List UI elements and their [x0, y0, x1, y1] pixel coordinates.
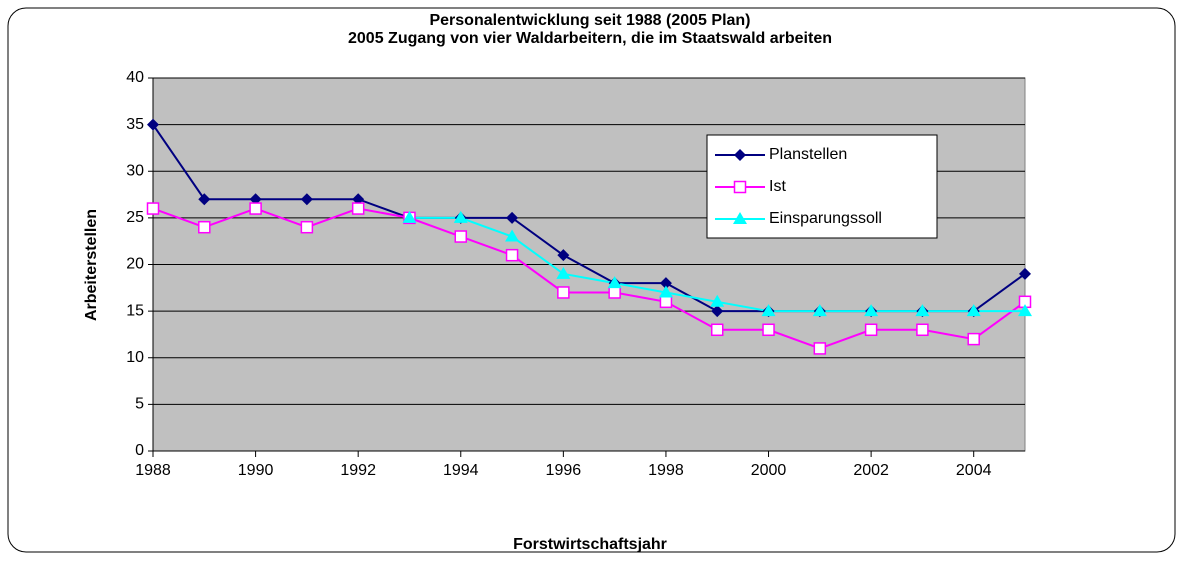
y-tick-label: 35	[126, 116, 144, 133]
x-tick-label: 2002	[853, 462, 889, 479]
legend-marker	[734, 149, 746, 161]
marker	[506, 211, 519, 224]
marker	[710, 294, 725, 307]
marker	[249, 202, 262, 215]
marker	[557, 249, 570, 262]
marker	[147, 118, 159, 131]
marker	[710, 323, 724, 337]
series-line	[152, 207, 1026, 350]
marker	[505, 229, 520, 242]
y-tick-label: 40	[126, 69, 144, 86]
marker	[454, 230, 468, 243]
marker	[352, 193, 365, 206]
marker	[505, 248, 519, 262]
legend-marker	[733, 212, 747, 224]
marker	[351, 202, 365, 215]
marker	[711, 305, 724, 318]
marker	[300, 193, 313, 206]
marker	[557, 286, 570, 299]
marker	[1018, 304, 1032, 317]
marker	[864, 323, 878, 337]
marker	[249, 193, 262, 206]
marker	[402, 210, 417, 223]
marker	[556, 266, 571, 279]
y-tick-label: 20	[126, 256, 144, 273]
marker	[608, 286, 621, 299]
marker	[1019, 267, 1031, 280]
marker	[607, 276, 622, 289]
marker	[300, 220, 314, 234]
marker	[658, 285, 673, 298]
marker	[966, 304, 981, 317]
legend-marker	[733, 180, 747, 194]
y-tick-label: 25	[126, 209, 144, 226]
x-tick-label: 1990	[238, 462, 274, 479]
y-tick-label: 10	[126, 349, 144, 366]
marker	[146, 202, 160, 215]
x-tick-label: 1996	[546, 462, 582, 479]
y-tick-label: 15	[126, 302, 144, 319]
x-tick-label: 1988	[135, 462, 171, 479]
marker	[659, 277, 672, 290]
marker	[813, 342, 827, 355]
x-tick-label: 2004	[956, 462, 992, 479]
x-tick-label: 1994	[443, 462, 479, 479]
legend-label: Ist	[769, 178, 786, 195]
marker	[967, 332, 980, 346]
marker	[762, 323, 775, 337]
marker	[453, 210, 468, 223]
marker	[198, 220, 211, 234]
y-tick-label: 0	[135, 442, 144, 459]
chart-subtitle: 2005 Zugang von vier Waldarbeitern, die …	[348, 30, 832, 47]
marker	[659, 295, 673, 309]
x-tick-label: 2000	[751, 462, 787, 479]
marker	[812, 304, 827, 317]
legend-label: Einsparungssoll	[769, 210, 882, 227]
chart-title: Personalentwicklung seit 1988 (2005 Plan…	[429, 12, 750, 29]
marker	[761, 304, 776, 317]
y-tick-label: 30	[126, 162, 144, 179]
legend-label: Planstellen	[769, 146, 847, 163]
marker	[915, 304, 930, 317]
x-tick-label: 1992	[340, 462, 376, 479]
marker	[198, 193, 211, 206]
marker	[916, 323, 929, 337]
y-axis-label: Arbeiterstellen	[83, 209, 100, 321]
x-axis-label: Forstwirtschaftsjahr	[513, 536, 667, 553]
x-tick-label: 1998	[648, 462, 684, 479]
marker	[864, 304, 879, 317]
y-tick-label: 5	[135, 396, 144, 413]
